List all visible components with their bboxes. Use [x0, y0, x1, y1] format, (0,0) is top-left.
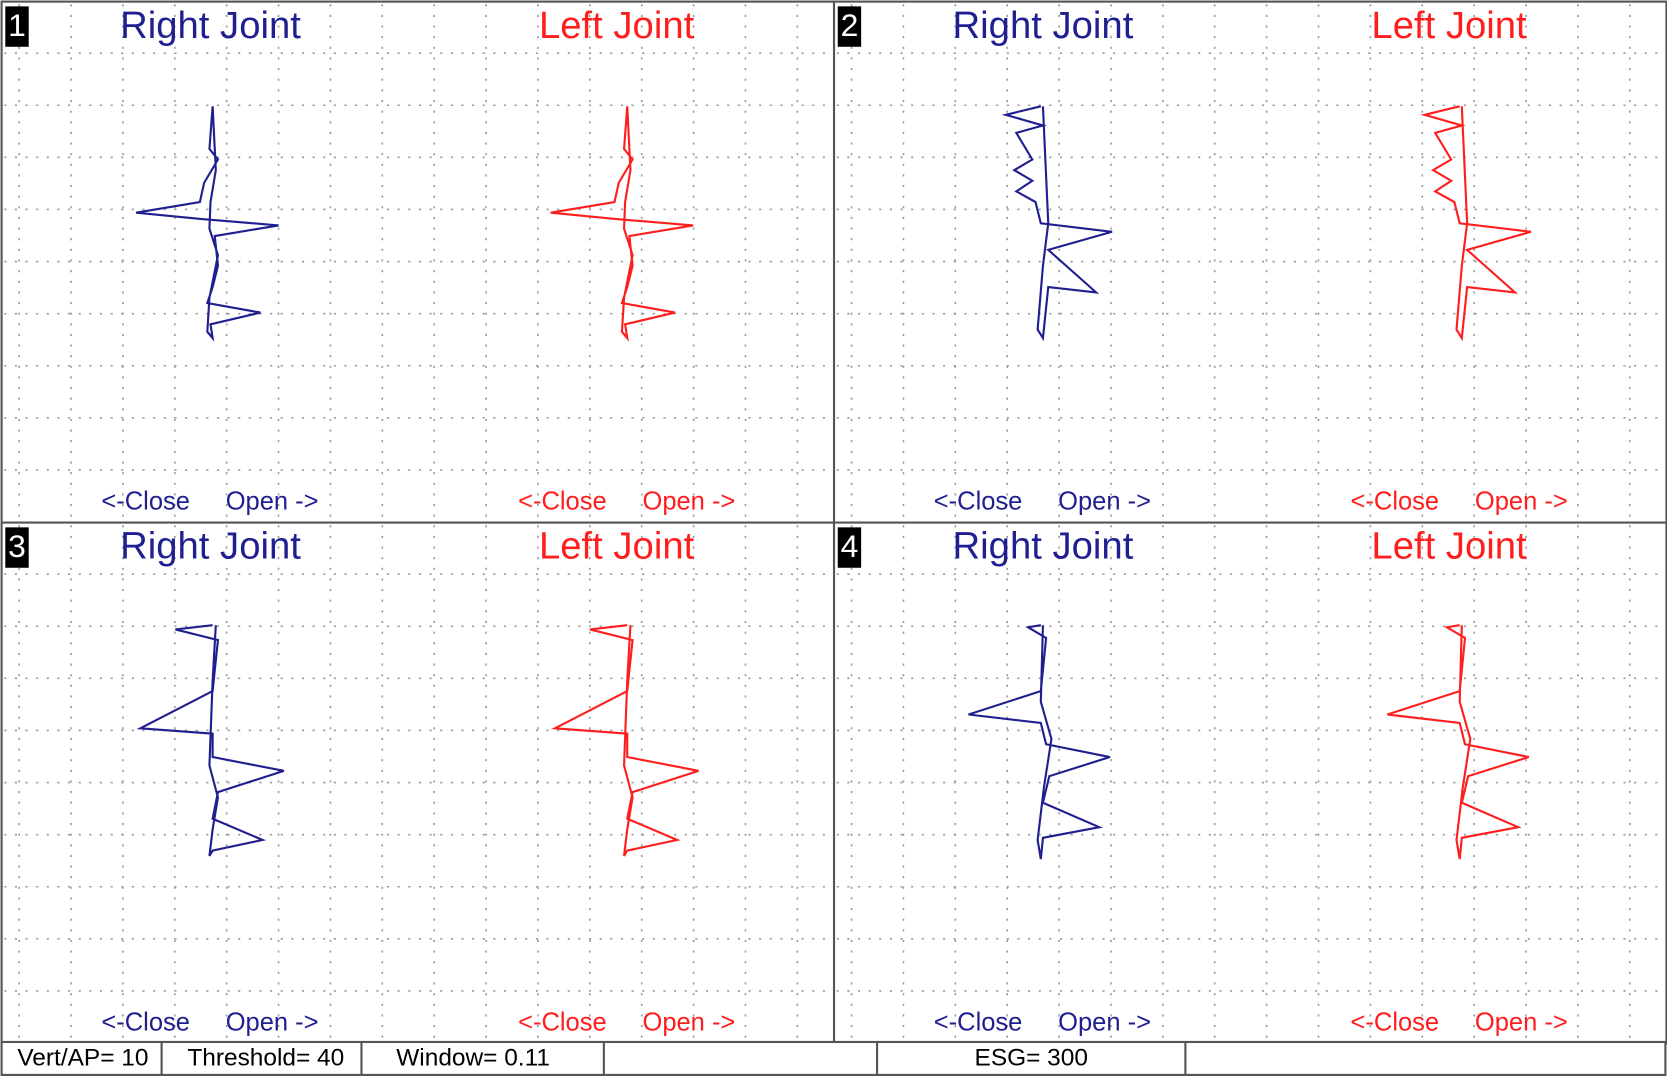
- axis-label: Open ->: [226, 1009, 319, 1037]
- axis-label: <-Close: [1351, 1009, 1440, 1037]
- panel-frame: [0, 0, 836, 524]
- status-field: Vert/AP= 10: [17, 1044, 148, 1071]
- panel-number: 3: [8, 528, 26, 564]
- panel: 3 Right Joint Left Joint <-Close Open -> <-Cl…: [0, 521, 836, 1045]
- panel-badge: [837, 6, 862, 47]
- axis-label: Open ->: [642, 488, 735, 516]
- panel: 2 Right Joint Left Joint <-Close Open -> <-Cl…: [832, 0, 1667, 524]
- axis-label: Open ->: [226, 488, 319, 516]
- axis-label: Open ->: [1475, 488, 1568, 516]
- axis-label: Open ->: [642, 1009, 735, 1037]
- panel-frame: [832, 521, 1667, 1045]
- axis-label: <-Close: [518, 488, 607, 516]
- axis-label: Open ->: [1058, 488, 1151, 516]
- status-field: Window= 0.11: [396, 1044, 550, 1071]
- left-title: Left Joint: [1371, 4, 1527, 47]
- status-field: Threshold= 40: [187, 1044, 344, 1071]
- panel-frame: [0, 521, 836, 1045]
- right-title: Right Joint: [953, 525, 1134, 568]
- status-field: ESG= 300: [975, 1044, 1088, 1071]
- left-title: Left Joint: [539, 4, 695, 47]
- panel: 4 Right Joint Left Joint <-Close Open -> <-Cl…: [832, 521, 1667, 1045]
- axis-label: <-Close: [934, 488, 1023, 516]
- status-frame: [0, 1040, 1667, 1076]
- axis-label: <-Close: [934, 1009, 1023, 1037]
- panel-badge: [5, 527, 29, 568]
- status-bar: Vert/AP= 10 Threshold= 40 Window= 0.11 ESG=…: [0, 1040, 1667, 1076]
- panel-badge: [5, 6, 29, 47]
- axis-label: <-Close: [518, 1009, 607, 1037]
- panel: 1 Right Joint Left Joint <-Close Open -> <-Cl…: [0, 0, 836, 524]
- panel-badge: [837, 527, 862, 568]
- axis-label: Open ->: [1058, 1009, 1151, 1037]
- right-title: Right Joint: [120, 4, 301, 47]
- right-title: Right Joint: [953, 4, 1134, 47]
- axis-label: Open ->: [1475, 1009, 1568, 1037]
- left-title: Left Joint: [1371, 525, 1527, 568]
- axis-label: <-Close: [101, 1009, 190, 1037]
- panel-number: 1: [8, 7, 26, 43]
- right-title: Right Joint: [120, 525, 301, 568]
- axis-label: <-Close: [101, 488, 190, 516]
- left-title: Left Joint: [539, 525, 695, 568]
- panel-number: 4: [841, 528, 859, 564]
- panel-frame: [832, 0, 1667, 524]
- axis-label: <-Close: [1351, 488, 1440, 516]
- panel-number: 2: [841, 7, 859, 43]
